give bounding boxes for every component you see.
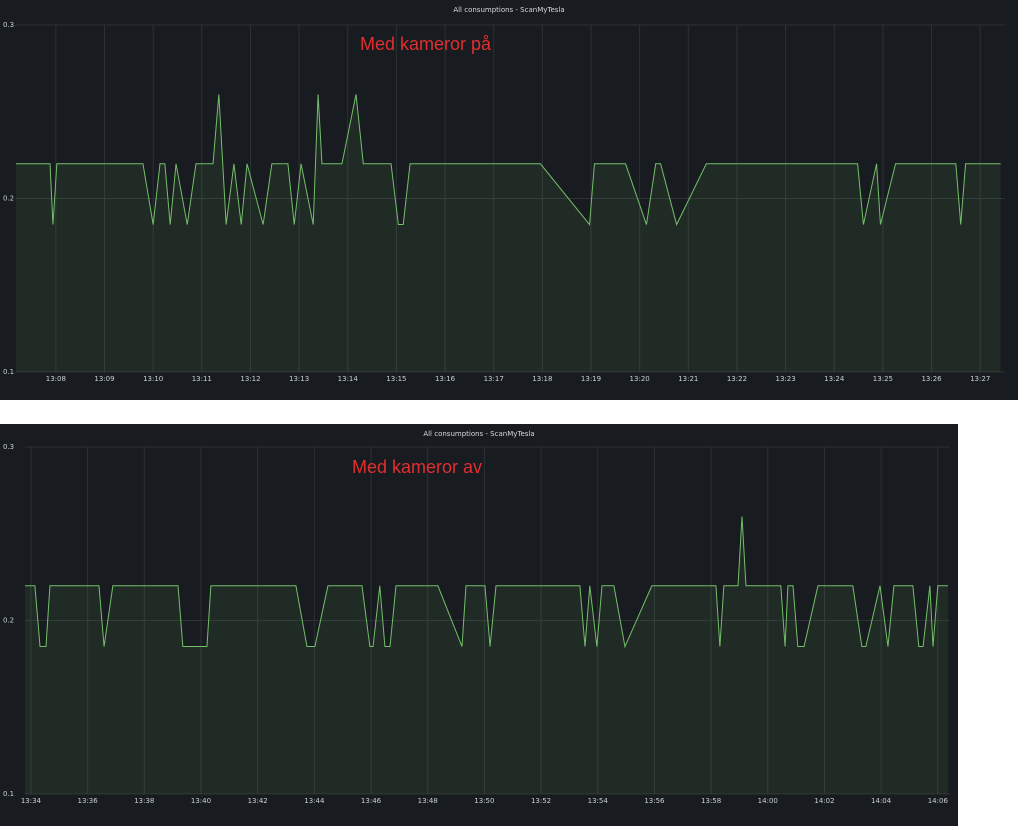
panel-title: All consumptions - ScanMyTesla (453, 6, 564, 14)
x-tick-label: 13:20 (630, 375, 650, 383)
x-tick-label: 13:14 (338, 375, 359, 383)
x-tick-label: 13:09 (94, 375, 114, 383)
panel: All consumptions - ScanMyTesla 0.1 0.2 0.3 1… (0, 0, 1018, 400)
annotation: Med kameror på (360, 34, 492, 54)
x-tick-label: 13:50 (474, 797, 494, 805)
x-tick-label: 13:12 (240, 375, 260, 383)
panel-background (0, 0, 1018, 400)
x-tick-label: 14:00 (758, 797, 778, 805)
x-tick-label: 13:08 (46, 375, 66, 383)
x-tick-label: 13:19 (581, 375, 601, 383)
x-tick-label: 13:36 (78, 797, 99, 805)
y-tick-label: 0.2 (3, 195, 14, 203)
x-tick-label: 13:10 (143, 375, 163, 383)
x-tick-label: 13:40 (191, 797, 211, 805)
panel: All consumptions - ScanMyTesla 0.1 0.2 0.3 1… (0, 424, 958, 826)
y-tick-label: 0.3 (3, 443, 14, 451)
y-tick-label: 0.2 (3, 617, 14, 625)
x-tick-label: 13:46 (361, 797, 382, 805)
panel-title: All consumptions - ScanMyTesla (423, 430, 534, 438)
x-tick-label: 14:02 (814, 797, 834, 805)
x-tick-label: 13:54 (588, 797, 609, 805)
x-tick-label: 13:52 (531, 797, 551, 805)
x-tick-label: 13:56 (644, 797, 665, 805)
x-tick-label: 13:26 (921, 375, 942, 383)
x-tick-label: 13:21 (678, 375, 698, 383)
x-tick-label: 14:04 (871, 797, 892, 805)
x-tick-label: 13:44 (304, 797, 325, 805)
x-tick-label: 13:15 (386, 375, 406, 383)
x-tick-label: 13:27 (970, 375, 990, 383)
x-tick-label: 13:16 (435, 375, 456, 383)
x-tick-label: 13:18 (532, 375, 552, 383)
x-tick-label: 13:17 (484, 375, 504, 383)
x-tick-label: 14:06 (928, 797, 949, 805)
y-tick-label: 0.1 (3, 368, 14, 376)
x-tick-label: 13:58 (701, 797, 721, 805)
x-tick-label: 13:48 (418, 797, 438, 805)
x-tick-label: 13:13 (289, 375, 309, 383)
x-tick-label: 13:23 (776, 375, 796, 383)
annotation: Med kameror av (352, 457, 482, 477)
x-tick-label: 13:38 (134, 797, 154, 805)
x-tick-label: 13:24 (824, 375, 845, 383)
x-tick-label: 13:42 (248, 797, 268, 805)
x-tick-label: 13:34 (21, 797, 42, 805)
y-tick-label: 0.1 (3, 790, 14, 798)
line (15, 94, 1001, 226)
panel-background (0, 424, 958, 826)
x-tick-label: 13:11 (192, 375, 212, 383)
y-tick-label: 0.3 (3, 21, 14, 29)
line (25, 516, 949, 649)
x-tick-label: 13:25 (873, 375, 893, 383)
x-tick-label: 13:22 (727, 375, 747, 383)
